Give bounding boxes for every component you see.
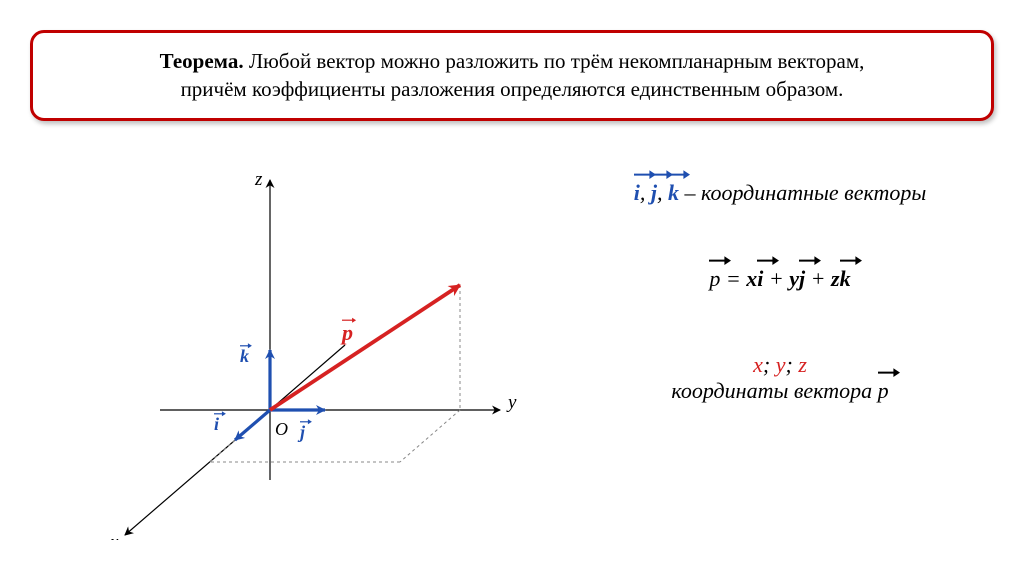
svg-text:j: j (297, 422, 306, 442)
svg-text:i: i (214, 414, 219, 434)
vector-k: k (668, 180, 679, 206)
coord-x: x (753, 352, 763, 377)
vector-j-eq: j (799, 266, 805, 292)
vector-i-eq: i (757, 266, 763, 292)
theorem-text2: причём коэффициенты разложения определяю… (181, 77, 844, 101)
vector-j: j (651, 180, 657, 206)
svg-text:p: p (340, 320, 353, 345)
unit-vectors-definition: i, j, k – координатные векторы (570, 180, 990, 206)
decomposition-equation: p = xi + yj + zk (570, 266, 990, 292)
vector-i: i (634, 180, 640, 206)
vector-k-eq: k (840, 266, 851, 292)
vector-p-coords: p (878, 378, 889, 404)
coordinate-diagram: z y x Oi j k p (40, 140, 560, 540)
theorem-box: Теорема. Любой вектор можно разложить по… (30, 30, 994, 121)
svg-text:z: z (254, 169, 263, 190)
coords-of-vector-text: координаты вектора (671, 378, 877, 403)
coeff-y: y (789, 266, 799, 291)
svg-text:O: O (275, 419, 288, 439)
coeff-x: x (746, 266, 757, 291)
coeff-z: z (831, 266, 840, 291)
svg-text:y: y (506, 392, 517, 413)
coord-vectors-text: – координатные векторы (679, 180, 926, 205)
svg-text:k: k (240, 346, 249, 366)
svg-text:x: x (109, 532, 119, 540)
coord-z: z (798, 352, 807, 377)
vector-p: p (709, 266, 720, 292)
theorem-text1: Любой вектор можно разложить по трём нек… (244, 49, 865, 73)
theorem-label: Теорема. (160, 49, 244, 73)
coordinates-label: x; y; z координаты вектора p (570, 352, 990, 404)
right-column: i, j, k – координатные векторы p = xi + … (570, 180, 990, 404)
